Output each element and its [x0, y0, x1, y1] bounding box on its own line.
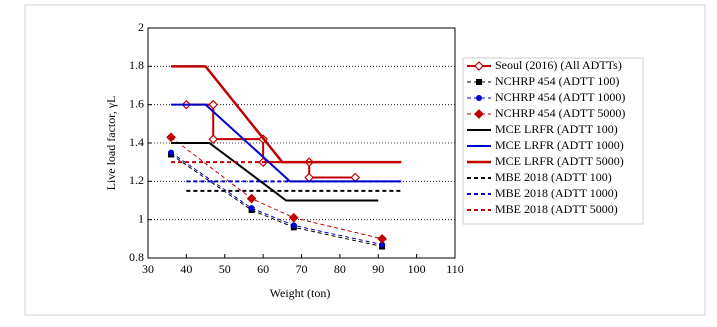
series-line [170, 136, 383, 240]
legend-label: MBE 2018 (ADTT 1000) [495, 186, 618, 200]
x-tick-label: 60 [257, 262, 269, 276]
data-point [166, 132, 176, 143]
y-axis-label: Live load factor, γL [104, 96, 118, 191]
x-tick-label: 30 [142, 262, 154, 276]
y-tick-label: 1.6 [129, 96, 144, 110]
x-tick-label: 40 [180, 262, 192, 276]
series-line [170, 152, 383, 246]
y-tick-label: 1 [138, 211, 144, 225]
legend-label: MCE LRFR (ADTT 5000) [495, 154, 624, 168]
x-tick-label: 80 [334, 262, 346, 276]
legend-label: NCHRP 454 (ADTT 100) [495, 74, 619, 88]
data-point [379, 241, 386, 248]
legend-label: NCHRP 454 (ADTT 1000) [495, 90, 625, 104]
legend-marker [474, 109, 484, 119]
x-tick-label: 70 [296, 262, 308, 276]
y-tick-label: 1.8 [129, 58, 144, 72]
data-point [288, 212, 299, 223]
x-tick-label: 110 [446, 262, 464, 276]
data-point [248, 205, 255, 212]
legend-marker [476, 79, 482, 85]
y-tick-label: 1.4 [129, 135, 144, 149]
data-point [290, 222, 297, 229]
x-tick-label: 90 [372, 262, 384, 276]
y-tick-label: 2 [138, 20, 144, 34]
series-line [171, 103, 402, 183]
legend-label: MCE LRFR (ADTT 1000) [495, 138, 624, 152]
data-point [208, 99, 219, 110]
legend-label: MCE LRFR (ADTT 100) [495, 122, 618, 136]
legend-marker [474, 61, 484, 71]
x-tick-label: 100 [408, 262, 426, 276]
data-point [377, 233, 387, 244]
x-tick-label: 50 [219, 262, 231, 276]
y-tick-label: 1.2 [129, 173, 144, 187]
series-line [170, 154, 383, 247]
legend-label: Seoul (2016) (All ADTTs) [495, 58, 622, 72]
data-point [208, 134, 219, 145]
legend-label: MBE 2018 (ADTT 5000) [495, 202, 618, 216]
plot-area [147, 27, 456, 259]
data-point [246, 193, 257, 204]
data-point [168, 149, 175, 156]
x-axis-label: Weight (ton) [270, 286, 331, 300]
series-line [171, 142, 379, 202]
frame [24, 4, 706, 316]
legend-label: NCHRP 454 (ADTT 5000) [495, 106, 625, 120]
y-tick-label: 0.8 [129, 250, 144, 264]
legend-label: MBE 2018 (ADTT 100) [495, 170, 612, 184]
legend-marker [476, 95, 482, 101]
legend-box [462, 57, 644, 225]
